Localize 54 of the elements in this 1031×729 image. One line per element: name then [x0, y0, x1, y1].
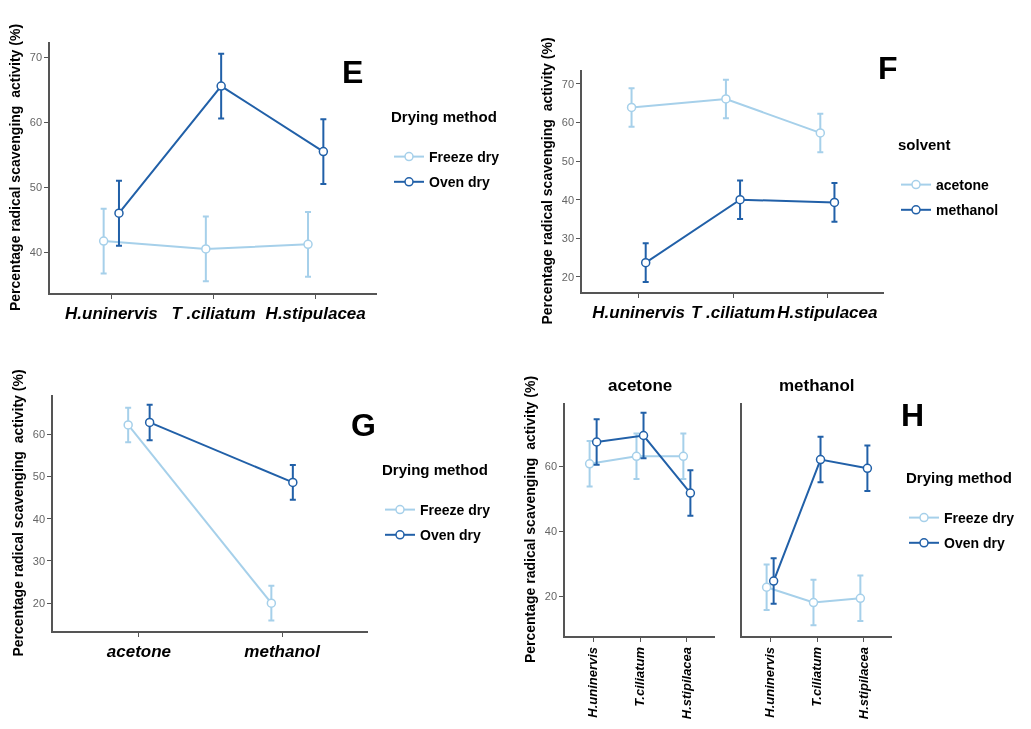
y-tick-label: 40 — [561, 193, 575, 206]
y-axis-title: Percentage radical scavenging activity (%) — [9, 369, 26, 657]
legend-title: Drying method — [906, 468, 1012, 486]
y-axis-title: Percentage radical scavenging activity (%) — [6, 23, 23, 312]
y-tick-label: 70 — [561, 77, 575, 90]
x-tick-label: H.stipulacea — [265, 304, 366, 324]
x-tick-label: H.uninervis — [585, 646, 601, 718]
legend-label: Freeze dry — [944, 510, 1015, 527]
x-tick-label: H.stipulacea — [777, 303, 878, 323]
y-tick-label: 20 — [561, 270, 575, 283]
y-tick-label: 60 — [544, 459, 558, 472]
y-tick-label: 30 — [561, 232, 575, 245]
legend-label: acetone — [936, 177, 990, 194]
annotation: F — [878, 50, 898, 86]
legend-title: Drying method — [391, 107, 497, 125]
x-tick-label: H.uninervis — [762, 646, 778, 718]
annotation: E — [342, 54, 364, 90]
x-tick-label: H.uninervis — [592, 303, 685, 323]
x-tick-label: T .ciliatum — [171, 304, 256, 324]
legend-label: Oven dry — [429, 174, 490, 191]
y-tick-label: 50 — [32, 470, 46, 483]
y-tick-label: 20 — [544, 589, 558, 602]
x-tick-label: H.stipilacea — [856, 646, 872, 720]
y-axis-title: Percentage radical scavenging activity (%) — [538, 37, 555, 325]
legend-label: Oven dry — [420, 527, 481, 544]
y-tick-label: 70 — [29, 51, 43, 64]
legend-title: solvent — [898, 135, 951, 153]
chart-title: acetone — [608, 376, 673, 395]
legend-title: Drying method — [382, 460, 488, 478]
text: H — [901, 397, 925, 433]
y-tick-label: 40 — [29, 245, 43, 258]
y-tick-label: 60 — [29, 116, 43, 129]
x-tick-label: T.ciliatum — [632, 646, 648, 707]
y-axis-title: Percentage radical scavenging activity (%) — [521, 375, 538, 664]
legend-label: Freeze dry — [429, 149, 500, 166]
y-tick-label: 40 — [544, 524, 558, 537]
chart-title: methanol — [779, 376, 855, 395]
y-tick-label: 40 — [32, 512, 46, 525]
x-tick-label: T .ciliatum — [690, 303, 776, 323]
y-tick-label: 30 — [32, 554, 46, 567]
x-tick-label: H.uninervis — [65, 304, 158, 324]
x-tick-label: methanol — [244, 642, 322, 662]
annotation: G — [351, 407, 376, 443]
y-tick-label: 20 — [32, 596, 46, 609]
y-tick-label: 60 — [561, 116, 575, 129]
y-tick-label: 60 — [32, 428, 46, 441]
legend-label: Freeze dry — [420, 502, 491, 519]
legend-label: methanol — [936, 202, 999, 219]
x-tick-label: H.stipilacea — [679, 646, 695, 720]
legend-label: Oven dry — [944, 535, 1005, 552]
y-tick-label: 50 — [561, 154, 575, 167]
y-tick-label: 50 — [29, 181, 43, 194]
x-tick-label: acetone — [106, 642, 172, 662]
x-tick-label: T.ciliatum — [809, 646, 825, 707]
